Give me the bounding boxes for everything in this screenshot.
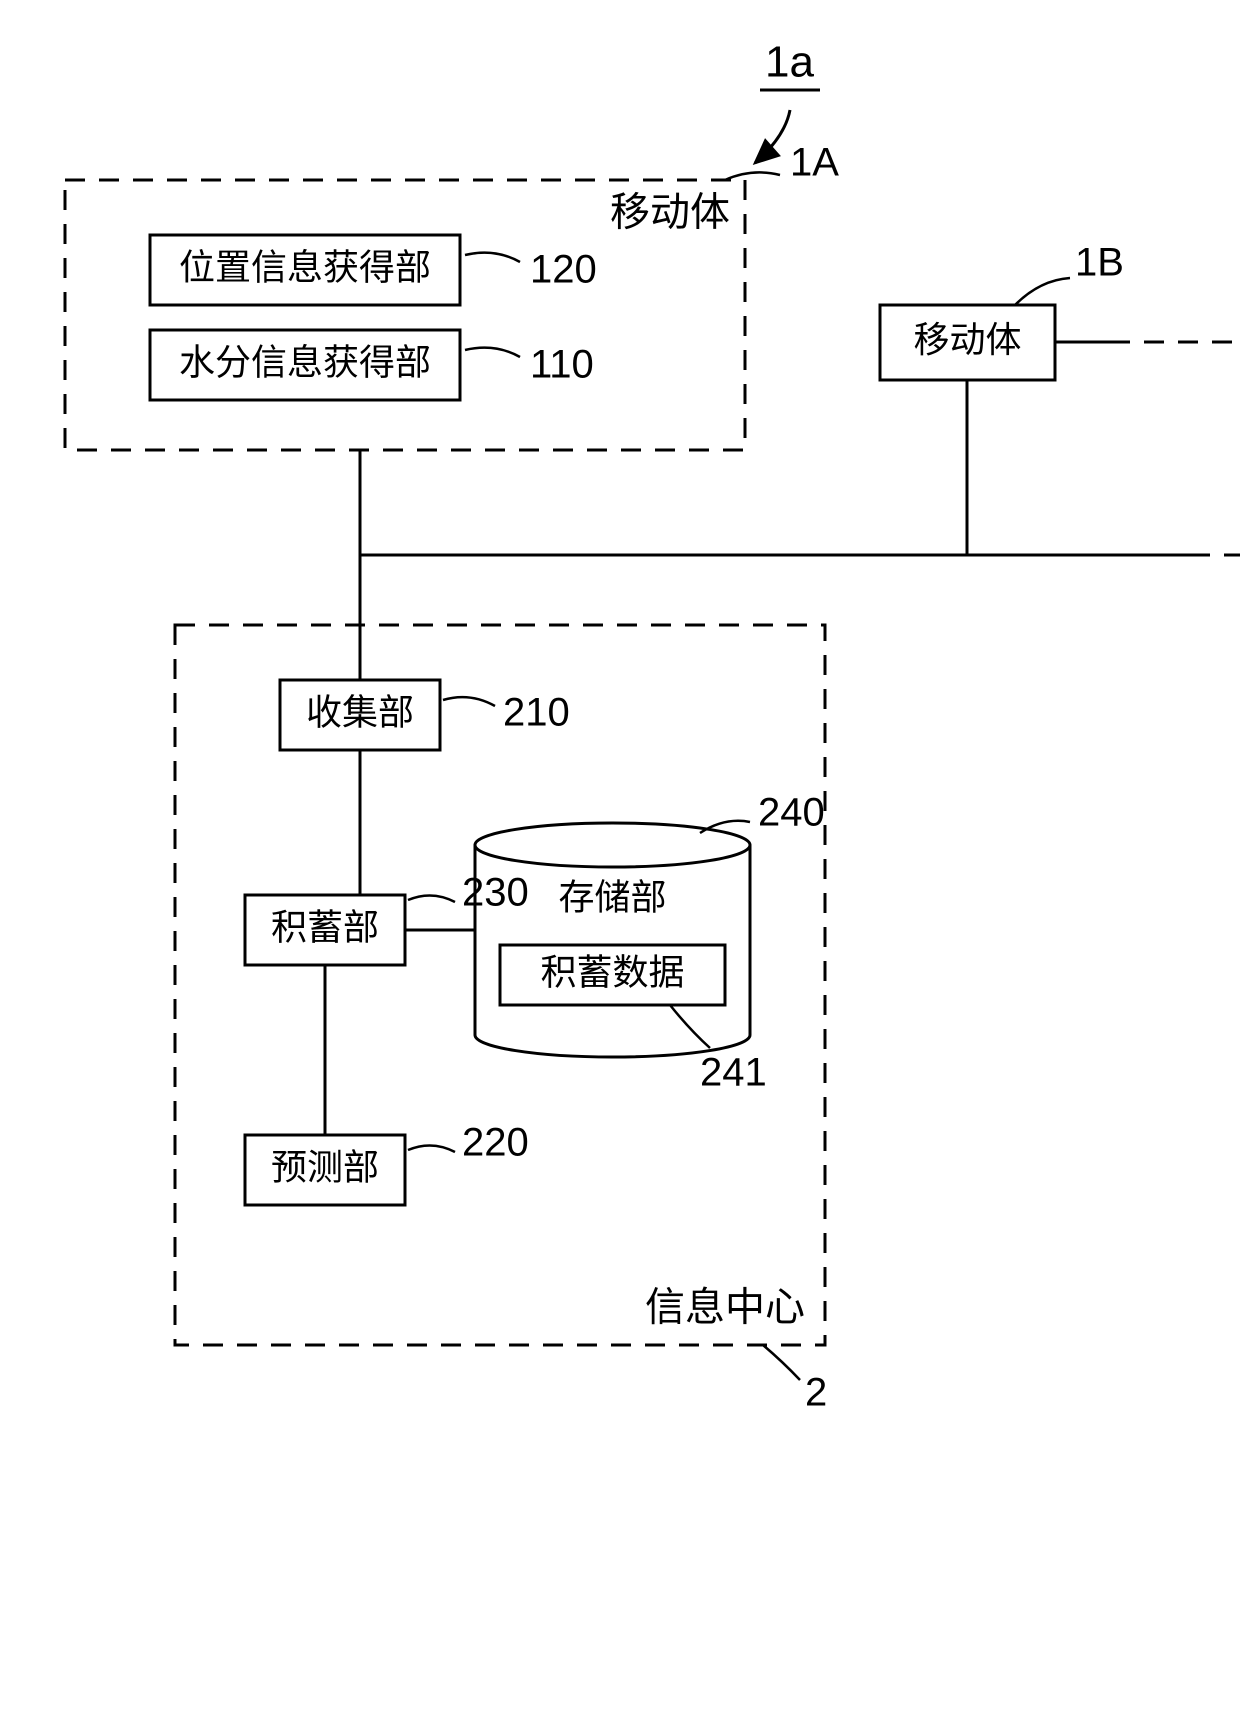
ref-230: 230 <box>462 871 529 915</box>
ref-110: 110 <box>530 343 594 387</box>
leader-210 <box>443 697 495 706</box>
ref-2: 2 <box>805 1371 827 1415</box>
leader-1A <box>725 172 780 180</box>
container-mobile-a-label: 移动体 <box>610 191 730 235</box>
leader-220 <box>408 1145 455 1152</box>
leader-2 <box>763 1345 800 1380</box>
block-stored-data-label: 积蓄数据 <box>540 952 684 993</box>
ref-240: 240 <box>758 791 825 835</box>
leader-1B <box>1015 278 1070 305</box>
leader-241 <box>670 1005 710 1048</box>
ref-120: 120 <box>530 248 597 292</box>
leader-110 <box>465 348 520 357</box>
block-moisture-label: 水分信息获得部 <box>179 342 431 383</box>
ref-241: 241 <box>700 1051 767 1095</box>
container-info-center-label: 信息中心 <box>645 1286 805 1330</box>
storage-cylinder-top <box>475 823 750 867</box>
ref-1B: 1B <box>1075 241 1124 285</box>
system-ref: 1a <box>765 38 814 87</box>
block-accum-label: 积蓄部 <box>271 907 379 948</box>
ref-1A: 1A <box>790 141 839 185</box>
leader-120 <box>465 253 520 262</box>
storage-label: 存储部 <box>558 877 666 918</box>
leader-230 <box>408 895 455 902</box>
ref-210: 210 <box>503 691 570 735</box>
block-mobile-b-label: 移动体 <box>913 319 1021 360</box>
ref-220: 220 <box>462 1121 529 1165</box>
block-position-label: 位置信息获得部 <box>179 247 431 288</box>
block-predict-label: 预测部 <box>271 1147 379 1188</box>
block-collect-label: 收集部 <box>306 692 414 733</box>
system-arrow <box>755 110 790 163</box>
